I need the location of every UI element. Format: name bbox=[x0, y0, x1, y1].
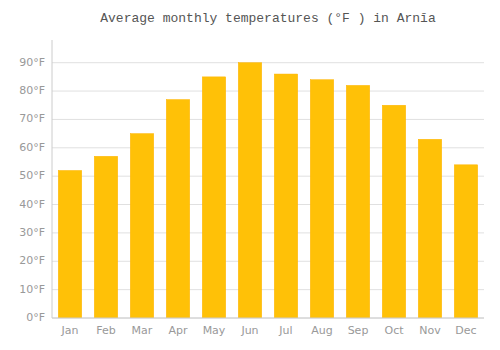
y-tick-label: 0°F bbox=[26, 311, 45, 324]
y-tick-label: 80°F bbox=[19, 84, 45, 97]
y-tick-label: 60°F bbox=[19, 141, 45, 154]
bar bbox=[310, 80, 333, 318]
x-tick-label: Jul bbox=[278, 324, 292, 337]
grid bbox=[52, 63, 484, 318]
bar bbox=[94, 156, 117, 318]
x-tick-label: Nov bbox=[419, 324, 441, 337]
y-tick-label: 90°F bbox=[19, 56, 45, 69]
bar bbox=[382, 105, 405, 318]
x-tick-label: Apr bbox=[168, 324, 188, 337]
x-tick-label: Oct bbox=[384, 324, 404, 337]
bar bbox=[418, 139, 441, 318]
x-tick-label: Feb bbox=[96, 324, 115, 337]
y-tick-label: 70°F bbox=[19, 112, 45, 125]
y-tick-label: 10°F bbox=[19, 283, 45, 296]
bar bbox=[454, 165, 477, 318]
y-tick-label: 50°F bbox=[19, 169, 45, 182]
bar bbox=[58, 170, 81, 318]
bar bbox=[202, 77, 225, 318]
y-tick-label: 40°F bbox=[19, 198, 45, 211]
y-tick-label: 20°F bbox=[19, 254, 45, 267]
x-tick-label: Mar bbox=[132, 324, 153, 337]
x-tick-label: May bbox=[203, 324, 226, 337]
x-tick-label: Jan bbox=[61, 324, 79, 337]
x-axis-ticks: Jan Feb Mar Apr May Jun Jul Aug Sep Oct Nov Dec bbox=[61, 324, 477, 337]
chart-container: Average monthly temperatures (°F ) in Ar… bbox=[0, 0, 500, 350]
bar bbox=[238, 63, 261, 318]
bar bbox=[346, 85, 369, 318]
bar bbox=[274, 74, 297, 318]
grid-line bbox=[52, 318, 484, 319]
bar bbox=[130, 134, 153, 318]
y-axis-line bbox=[52, 40, 53, 318]
bars bbox=[58, 63, 477, 318]
grid-line bbox=[52, 91, 484, 92]
y-axis-ticks: 0°F 10°F 20°F 30°F 40°F 50°F 60°F 70°F 80°F 90°F bbox=[19, 56, 45, 324]
x-tick-label: Dec bbox=[455, 324, 476, 337]
x-tick-label: Aug bbox=[311, 324, 332, 337]
bar bbox=[166, 100, 189, 318]
grid-line bbox=[52, 119, 484, 120]
y-tick-label: 30°F bbox=[19, 226, 45, 239]
x-tick-label: Sep bbox=[348, 324, 369, 337]
chart-title: Average monthly temperatures (°F ) in Ar… bbox=[100, 11, 436, 26]
chart-svg: Average monthly temperatures (°F ) in Ar… bbox=[0, 0, 500, 350]
grid-line bbox=[52, 62, 484, 63]
x-tick-label: Jun bbox=[240, 324, 258, 337]
x-axis-line bbox=[52, 318, 484, 319]
